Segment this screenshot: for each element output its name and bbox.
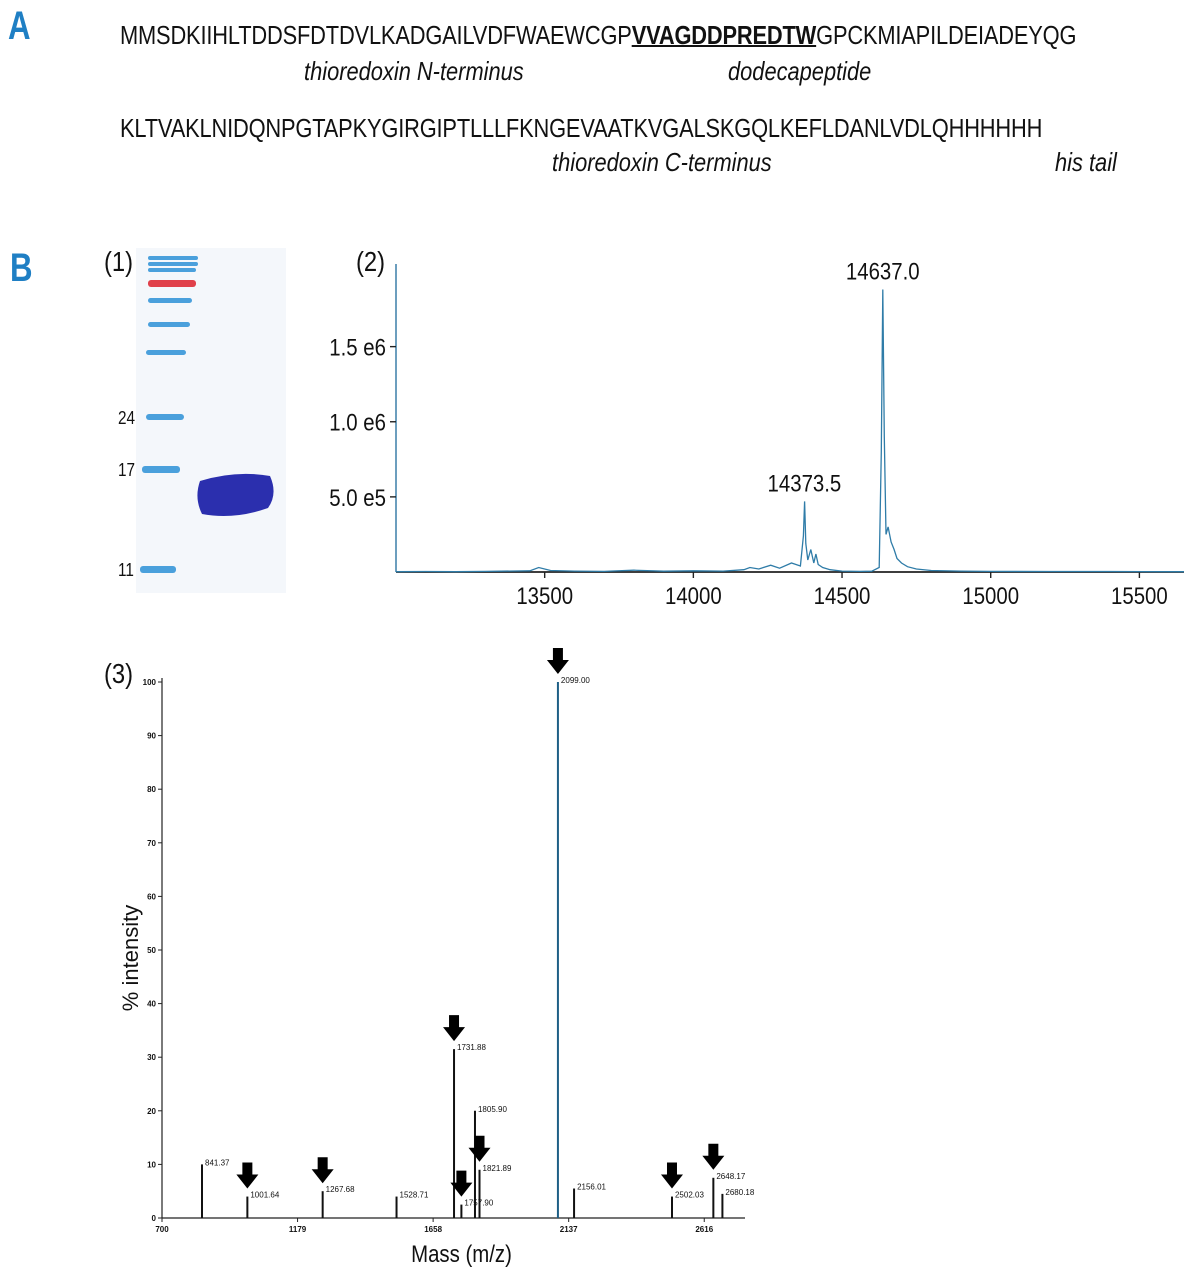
down-arrow-icon	[450, 1170, 473, 1197]
peak-label: 2648.17	[716, 1172, 745, 1181]
marker-band-red	[148, 280, 196, 287]
maldi-mass-spectrum: 0 10 20 30 40 50 60 70 80 90 100 700 1179 1658 2137 261…	[118, 648, 755, 1267]
y-tick-label: 50	[147, 946, 156, 955]
peak-label: 1805.90	[478, 1105, 507, 1114]
x-tick-label: 1658	[424, 1225, 442, 1234]
peak-label: 1267.68	[326, 1185, 355, 1194]
spectrum-line	[395, 289, 1185, 573]
down-arrow-icon	[443, 1015, 466, 1042]
x-tick-label: 15000	[962, 582, 1019, 609]
x-tick-label: 700	[155, 1225, 169, 1234]
x-tick-label: 15500	[1111, 582, 1168, 609]
peak-label: 2502.03	[675, 1191, 704, 1200]
peak-label: 1528.71	[400, 1191, 429, 1200]
sequence-line-1: MMSDKIIHLTDDSFDTDVLKADGAILVDFWAEWCGPVVAG…	[120, 20, 1076, 51]
marker-band	[148, 298, 192, 303]
panel-letter-a: A	[8, 4, 31, 48]
down-arrow-icon	[660, 1162, 683, 1189]
peak-label: 1821.89	[483, 1164, 512, 1173]
y-tick-label: 80	[147, 785, 156, 794]
chart-2-label: (2)	[356, 246, 386, 277]
x-tick-label: 14000	[665, 582, 722, 609]
dodecapeptide-sequence: VVAGDDPREDTW	[631, 20, 817, 50]
annotation-dodecapeptide: dodecapeptide	[728, 56, 872, 86]
y-tick-label: 30	[147, 1053, 156, 1062]
peak-label: 2680.18	[725, 1188, 754, 1197]
x-axis-label: Mass (m/z)	[411, 1240, 512, 1267]
marker-label-24: 24	[118, 408, 136, 428]
marker-label-11: 11	[118, 560, 134, 580]
peak-annotation: 14637.0	[846, 258, 920, 285]
annotation-thioredoxin-c-terminus: thioredoxin C-terminus	[552, 147, 772, 177]
marker-band	[148, 322, 190, 327]
marker-band	[148, 256, 198, 260]
annotation-thioredoxin-n-terminus: thioredoxin N-terminus	[304, 56, 524, 86]
peak-label: 1001.64	[250, 1191, 279, 1200]
marker-label-17: 17	[118, 460, 136, 480]
gel-background	[136, 248, 286, 593]
peak-label: 2099.00	[561, 676, 590, 685]
sequence-line-2: KLTVAKLNIDQNPGTAPKYGIRGIPTLLLFKNGEVAATKV…	[120, 113, 1043, 143]
down-arrow-icon	[702, 1143, 725, 1170]
y-tick-label: 10	[147, 1160, 156, 1169]
y-tick-label: 1.5 e6	[329, 334, 386, 361]
down-arrow-icon	[236, 1162, 259, 1189]
y-axis-label: % intensity	[118, 905, 143, 1011]
peak-annotation: 14373.5	[768, 470, 842, 497]
peak-label: 1731.88	[457, 1043, 486, 1052]
y-tick-label: 0	[152, 1214, 157, 1223]
x-tick-label: 14500	[814, 582, 871, 609]
marker-band-24	[146, 414, 184, 420]
sequence-line-1-pre: MMSDKIIHLTDDSFDTDVLKADGAILVDFWAEWCGP	[120, 20, 632, 50]
x-tick-label: 13500	[516, 582, 573, 609]
marker-band	[146, 350, 186, 355]
annotation-his-tail: his tail	[1055, 147, 1117, 177]
y-tick-label: 60	[147, 892, 156, 901]
sds-page-gel	[136, 248, 286, 593]
y-tick-label: 100	[143, 678, 157, 687]
panel-letter-b: B	[10, 246, 33, 290]
protein-band	[197, 473, 274, 516]
down-arrow-icon	[546, 648, 569, 674]
x-tick-label: 2616	[695, 1225, 713, 1234]
deconvoluted-mass-spectrum: 5.0 e5 1.0 e6 1.5 e6 13500 14000 14500 15000 15…	[329, 258, 1185, 609]
sequence-line-1-post: GPCKMIAPILDEIADEYQG	[816, 20, 1077, 50]
down-arrow-icon	[311, 1157, 334, 1184]
y-tick-label: 5.0 e5	[329, 484, 386, 511]
y-tick-label: 90	[147, 732, 156, 741]
chart-3-label: (3)	[104, 658, 134, 689]
down-arrow-icon	[468, 1135, 491, 1162]
y-tick-label: 20	[147, 1107, 156, 1116]
peak-label: 841.37	[205, 1158, 230, 1167]
y-tick-label: 1.0 e6	[329, 409, 386, 436]
marker-lane	[140, 256, 198, 573]
marker-band	[148, 262, 198, 266]
y-tick-label: 40	[147, 1000, 156, 1009]
peak-label: 2156.01	[577, 1183, 606, 1192]
x-tick-label: 2137	[560, 1225, 578, 1234]
marker-band-17	[142, 466, 180, 473]
gel-panel-label: (1)	[104, 246, 134, 277]
y-tick-label: 70	[147, 839, 156, 848]
marker-band	[148, 268, 196, 272]
x-tick-label: 1179	[289, 1225, 307, 1234]
marker-band-11	[140, 566, 176, 573]
